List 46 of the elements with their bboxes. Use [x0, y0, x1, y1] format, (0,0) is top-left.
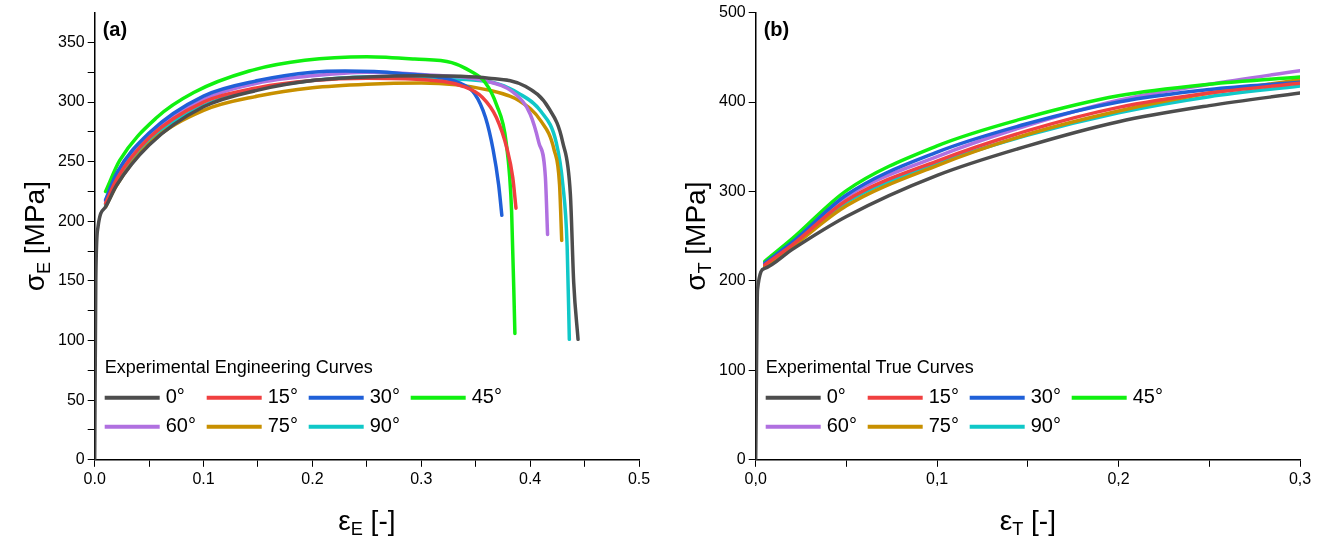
x-tick-label: 0.2	[301, 469, 324, 487]
y-axis-title: σT [MPa]	[680, 181, 716, 291]
y-tick-label: 150	[57, 271, 85, 289]
y-tick-label: 0	[736, 450, 746, 468]
legend-title: Experimental Engineering Curves	[104, 356, 373, 377]
y-tick-label: 0	[75, 450, 85, 468]
y-tick-label: 300	[718, 181, 746, 199]
y-tick-label: 250	[57, 152, 85, 170]
legend-label: 90°	[1030, 414, 1061, 437]
x-tick-label: 0.1	[192, 469, 215, 487]
legend-label: 90°	[369, 414, 400, 437]
legend-label: 15°	[267, 385, 298, 408]
y-axis-title: σE [MPa]	[19, 181, 55, 292]
legend-label: 0°	[165, 385, 185, 408]
x-tick-label: 0,0	[744, 469, 767, 487]
legend-label: 0°	[826, 385, 846, 408]
legend-label: 15°	[928, 385, 959, 408]
x-tick-label: 0.4	[519, 469, 542, 487]
annotation: (b)	[763, 18, 790, 41]
y-tick-label: 400	[718, 92, 746, 110]
y-tick-label: 350	[57, 32, 85, 50]
x-tick-label: 0.3	[410, 469, 433, 487]
legend-label: 75°	[267, 414, 298, 437]
x-tick-label: 0.0	[83, 469, 106, 487]
x-tick-label: 0,2	[1107, 469, 1130, 487]
x-tick-label: 0,3	[1288, 469, 1312, 487]
y-tick-label: 200	[57, 211, 85, 229]
y-tick-label: 500	[718, 3, 746, 21]
y-tick-label: 300	[57, 92, 85, 110]
x-tick-label: 0.5	[627, 469, 651, 487]
x-tick-label: 0,1	[926, 469, 949, 487]
line-series	[103, 54, 517, 336]
y-tick-label: 100	[718, 360, 746, 378]
y-tick-label: 50	[66, 390, 85, 408]
legend-label: 45°	[1132, 385, 1163, 408]
legend-label: 75°	[928, 414, 959, 437]
legend-label: 45°	[471, 385, 502, 408]
line-series	[94, 74, 580, 460]
legend-label: 60°	[826, 414, 857, 437]
legend-label: 30°	[369, 385, 400, 408]
legend-label: 60°	[165, 414, 196, 437]
y-tick-label: 100	[57, 330, 85, 348]
y-tick-label: 200	[718, 271, 746, 289]
legend-label: 30°	[1030, 385, 1061, 408]
legend-title: Experimental True Curves	[765, 356, 974, 377]
annotation: (a)	[102, 18, 128, 41]
